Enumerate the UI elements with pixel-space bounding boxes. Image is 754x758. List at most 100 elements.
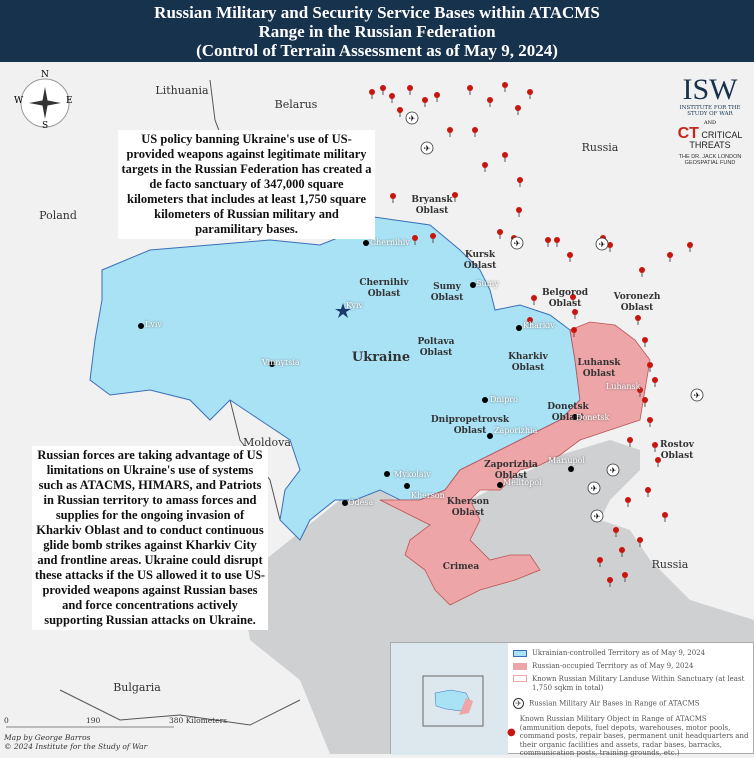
military-object-pin	[380, 85, 386, 95]
air-base-markers: ✈ ✈ ✈ ✈ ✈ ✈ ✈ ✈	[405, 111, 704, 523]
country-moldova: Moldova	[243, 436, 291, 449]
isw-subtitle: INSTITUTE FOR THE STUDY OF WAR	[679, 105, 741, 117]
legend: Ukrainian-controlled Territory as of May…	[390, 642, 754, 757]
military-object-pin	[613, 527, 619, 537]
oblast-label: Zaporizhia Oblast	[484, 460, 538, 481]
country-russia-north: Russia	[581, 141, 619, 154]
military-object-pin	[545, 237, 551, 247]
military-object-pin	[647, 362, 653, 372]
military-object-pin	[482, 162, 488, 172]
oblast-label: Luhansk Oblast	[577, 358, 621, 379]
military-object-pin	[645, 487, 651, 497]
svg-text:✈: ✈	[514, 239, 521, 248]
city-dot	[487, 433, 493, 439]
city-label: Lviv	[145, 320, 162, 329]
city-label: Dnipro	[490, 395, 518, 404]
city-label: Zaporizhia	[494, 426, 538, 435]
city-dot	[138, 323, 144, 329]
military-object-pin	[597, 557, 603, 567]
military-object-pin	[389, 93, 395, 103]
callout-sanctuary: US policy banning Ukraine's use of US-pr…	[118, 130, 375, 239]
country-belarus: Belarus	[274, 98, 318, 111]
legend-ukr: Ukrainian-controlled Territory as of May…	[532, 649, 706, 657]
oblast-label: Crimea	[442, 562, 480, 572]
city-label: Donetsk	[576, 413, 610, 422]
military-object-pin	[570, 294, 576, 304]
air-base-icon: ✈	[510, 236, 524, 250]
air-base-icon: ✈	[405, 111, 419, 125]
military-object-pin	[517, 177, 523, 187]
callout-russian-advantage: Russian forces are taking advantage of U…	[32, 446, 268, 630]
city-dot	[482, 397, 488, 403]
credits-copyright: © 2024 Institute for the Study of War	[4, 742, 148, 751]
isw-ct-logo: ISW INSTITUTE FOR THE STUDY OF WAR AND C…	[670, 75, 750, 167]
airplane-icon: ✈	[513, 698, 524, 709]
svg-text:✈: ✈	[591, 484, 598, 493]
city-dot	[572, 414, 578, 420]
oblast-label: Chernihiv Oblast	[359, 278, 409, 299]
city-label: Kharkiv	[523, 321, 555, 330]
logo-and: AND	[704, 120, 716, 126]
critical-threats-text: CRITICAL THREATS	[689, 130, 743, 150]
military-object-pin	[527, 317, 533, 327]
country-ukraine: Ukraine	[351, 350, 411, 365]
air-base-icon: ✈	[595, 237, 609, 251]
city-dot	[568, 466, 574, 472]
military-object-pin	[531, 295, 537, 305]
air-base-icon: ✈	[690, 388, 704, 402]
military-object-pin	[635, 315, 641, 325]
military-object-pin	[652, 377, 658, 387]
military-object-pin	[642, 337, 648, 347]
country-russia-south: Russia	[651, 558, 689, 571]
military-object-pin	[639, 267, 645, 277]
svg-text:✈: ✈	[594, 512, 601, 521]
military-object-pin	[627, 437, 633, 447]
fund-text: THE DR. JACK LONDON GEOSPATIAL FUND	[678, 154, 742, 166]
title-line-1: Russian Military and Security Service Ba…	[154, 3, 600, 22]
city-label: Chernihiv	[370, 238, 410, 247]
military-object-pin	[502, 82, 508, 92]
military-object-pin	[637, 387, 643, 397]
kyiv-star-icon	[335, 303, 351, 318]
oblast-label: Sumy Oblast	[430, 282, 464, 303]
svg-text:✈: ✈	[599, 240, 606, 249]
country-bulgaria: Bulgaria	[113, 681, 161, 694]
compass-rose-icon	[20, 78, 70, 128]
title-line-2: Range in the Russian Federation	[258, 22, 496, 41]
military-object-pin	[397, 107, 403, 117]
credits: Map by George Barros © 2024 Institute fo…	[4, 733, 147, 751]
military-object-pin	[619, 547, 625, 557]
landuse-swatch	[513, 675, 527, 682]
pin-icon: ●	[507, 727, 516, 738]
military-object-pin	[571, 327, 577, 337]
city-dot	[404, 483, 410, 489]
military-object-pin	[422, 97, 428, 107]
city-dot	[497, 482, 503, 488]
military-object-pin	[642, 397, 648, 407]
oblast-label: Dnipropetrovsk Oblast	[430, 415, 510, 436]
oblast-label: Kharkiv Oblast	[508, 352, 548, 373]
military-object-pin	[625, 497, 631, 507]
military-object-pin	[607, 242, 613, 252]
title-line-3: (Control of Terrain Assessment as of May…	[196, 41, 558, 60]
inset-locator-map	[391, 643, 508, 755]
city-dot	[384, 471, 390, 477]
city-dot	[363, 240, 369, 246]
military-object-pin	[652, 442, 658, 452]
military-object-pin	[447, 127, 453, 137]
oblast-label: Kursk Oblast	[463, 250, 497, 271]
legend-air: Russian Military Air Bases in Range of A…	[529, 699, 700, 708]
compass-s: S	[42, 121, 49, 131]
military-object-pin	[515, 105, 521, 115]
credits-author: Map by George Barros	[4, 733, 91, 742]
military-object-pin	[487, 97, 493, 107]
military-object-pin	[637, 537, 643, 547]
ukraine-swatch	[513, 649, 527, 657]
compass-e: E	[66, 96, 73, 106]
border-bulgaria	[59, 689, 301, 726]
military-object-pin	[572, 309, 578, 319]
military-object-pin	[655, 457, 661, 467]
air-base-icon: ✈	[606, 463, 620, 477]
map-title: Russian Military and Security Service Ba…	[0, 0, 754, 62]
compass-n: N	[41, 70, 49, 80]
